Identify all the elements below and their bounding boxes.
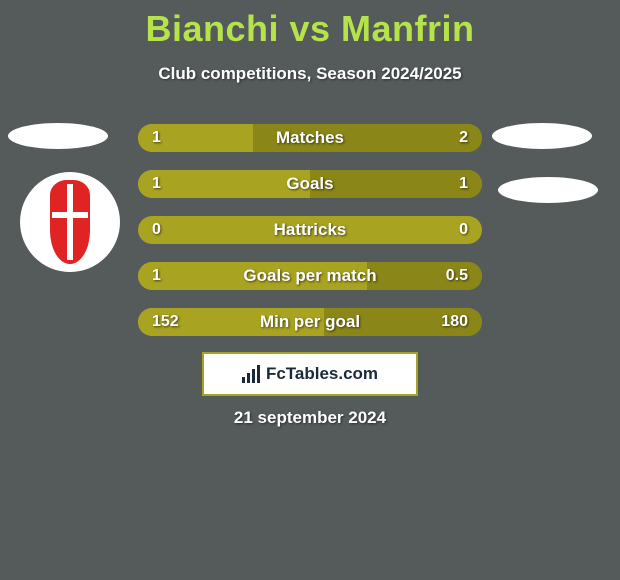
badge-cross-horizontal (52, 212, 88, 218)
date-text: 21 september 2024 (0, 408, 620, 428)
team-badge-left (20, 172, 120, 272)
brand-footer: FcTables.com (202, 352, 418, 396)
bar-segment-right (253, 124, 482, 152)
decorative-ellipse (8, 123, 108, 149)
bar-segment-right (324, 308, 482, 336)
bar-chart-icon (242, 365, 260, 383)
brand-name: FcTables.com (266, 364, 378, 384)
stat-bar: 152180Min per goal (138, 308, 482, 336)
bar-segment-left (138, 308, 324, 336)
page-subtitle: Club competitions, Season 2024/2025 (0, 64, 620, 84)
comparison-infographic: Bianchi vs Manfrin Club competitions, Se… (0, 0, 620, 580)
bar-segment-right (367, 262, 482, 290)
decorative-ellipse (492, 123, 592, 149)
bar-segment-right (310, 170, 482, 198)
bar-segment-left (138, 216, 482, 244)
stat-bar: 11Goals (138, 170, 482, 198)
stat-bar: 00Hattricks (138, 216, 482, 244)
page-title: Bianchi vs Manfrin (0, 0, 620, 50)
decorative-ellipse (498, 177, 598, 203)
bar-segment-left (138, 170, 310, 198)
bar-segment-left (138, 262, 367, 290)
badge-cross-vertical (67, 184, 73, 260)
stat-bar: 12Matches (138, 124, 482, 152)
bar-segment-left (138, 124, 253, 152)
stat-bar: 10.5Goals per match (138, 262, 482, 290)
